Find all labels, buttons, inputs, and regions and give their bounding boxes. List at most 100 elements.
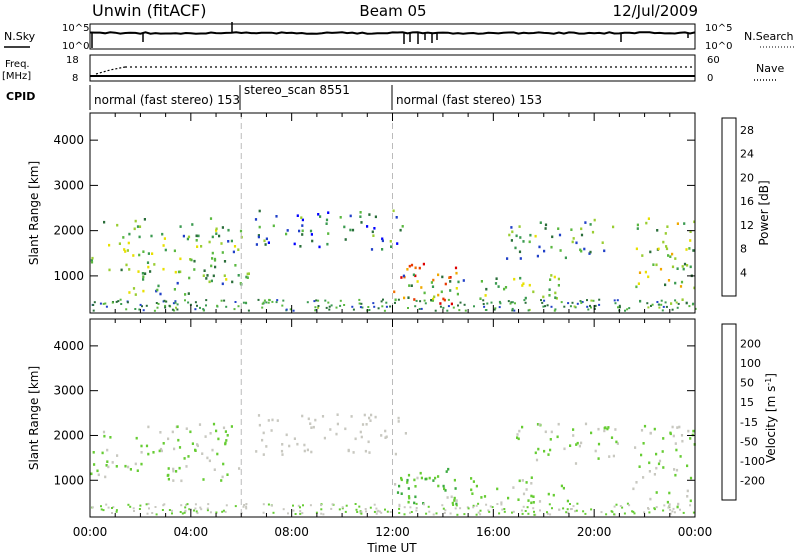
scatter-cell [582, 510, 585, 513]
scatter-cell [390, 245, 393, 248]
scatter-cell [689, 437, 692, 440]
scatter-cell [424, 477, 427, 481]
scatter-cell [311, 239, 314, 243]
scatter-cell [381, 248, 384, 251]
scatter-cell [555, 297, 558, 300]
scatter-cell [303, 443, 306, 447]
scatter-cell [317, 305, 320, 307]
scatter-cell [299, 506, 301, 509]
scatter-cell [127, 465, 130, 469]
scatter-cell [632, 487, 635, 491]
scatter-cell [100, 508, 103, 511]
scatter-cell [138, 508, 141, 510]
station-title: Unwin (fitACF) [92, 1, 207, 20]
scatter-cell [543, 249, 546, 253]
scatter-cell [242, 505, 245, 508]
scatter-cell [215, 229, 218, 232]
scatter-cell [359, 306, 362, 309]
scatter-cell [272, 511, 275, 514]
scatter-cell [176, 281, 179, 285]
scatter-cell [661, 450, 664, 453]
scatter-cell [216, 452, 219, 456]
scatter-cell [578, 444, 581, 448]
scatter-cell [640, 429, 644, 432]
scatter-cell [285, 433, 288, 437]
scatter-cell [106, 448, 109, 452]
scatter-cell [325, 222, 328, 225]
scatter-cell [220, 479, 223, 482]
scatter-cell [671, 425, 674, 429]
scatter-cell [410, 284, 413, 287]
scatter-cell [194, 308, 197, 311]
scatter-cell [325, 306, 328, 309]
scatter-cell [407, 296, 410, 299]
scatter-cell [631, 510, 634, 513]
scatter-cell [257, 414, 261, 417]
scatter-cell [147, 265, 150, 269]
scatter-cell [173, 249, 176, 253]
scatter-cell [457, 304, 459, 307]
cpid-segment-3: normal (fast stereo) 153 [396, 93, 542, 107]
scatter-cell [230, 239, 233, 243]
scatter-cell [676, 426, 679, 429]
nave-trace-start [95, 66, 126, 75]
scatter-cell [666, 500, 669, 504]
scatter-cell [380, 434, 383, 437]
scatter-cell [263, 299, 266, 302]
scatter-cell [380, 300, 383, 303]
scatter-cell [298, 229, 301, 233]
scatter-cell [262, 503, 265, 506]
scatter-cell [419, 300, 422, 303]
scatter-cell [108, 268, 111, 272]
scatter-cell [389, 240, 392, 243]
scatter-cell [212, 422, 216, 426]
scatter-cell [515, 234, 518, 238]
scatter-cell [243, 504, 246, 506]
scatter-cell [281, 443, 284, 446]
scatter-cell [685, 301, 688, 305]
scatter-cell [182, 234, 185, 238]
scatter-cell [189, 430, 192, 434]
scatter-cell [572, 505, 575, 508]
scatter-cell [681, 439, 684, 443]
scatter-cell [223, 274, 226, 277]
velocity-colorbar-label: Velocity [m s-1] [764, 373, 778, 463]
scatter-cell [140, 462, 143, 466]
scatter-cell [177, 438, 180, 442]
scatter-cell [180, 504, 183, 507]
y-tick-label: 3000 [53, 178, 84, 192]
scatter-cell [613, 505, 616, 508]
scatter-cell [394, 452, 397, 456]
scatter-cell [533, 513, 536, 516]
x-tick-label: 00:00 [73, 525, 108, 539]
scatter-cell [580, 227, 583, 231]
scatter-cell [649, 497, 652, 501]
scatter-cell [280, 449, 284, 453]
scatter-cell [148, 507, 150, 510]
scatter-cell [368, 213, 371, 216]
scatter-cell [299, 510, 302, 513]
scatter-cell [516, 433, 519, 436]
scatter-cell [554, 296, 557, 299]
colorbar-tick-label: 16 [740, 195, 754, 208]
scatter-cell [449, 276, 452, 279]
scatter-cell [226, 473, 229, 476]
scatter-cell [125, 263, 128, 267]
scatter-cell [454, 487, 457, 490]
scatter-cell [463, 513, 466, 516]
scatter-cell [406, 478, 409, 482]
scatter-cell [550, 245, 553, 249]
scatter-cell [446, 309, 449, 312]
scatter-cell [430, 299, 433, 301]
scatter-cell [301, 224, 304, 227]
scatter-cell [172, 467, 175, 471]
scatter-cell [472, 504, 475, 507]
scatter-cell [689, 499, 692, 503]
scatter-cell [653, 427, 656, 431]
scatter-cell [339, 216, 342, 219]
scatter-cell [203, 269, 206, 272]
scatter-cell [443, 511, 446, 514]
scatter-cell [123, 248, 126, 251]
scatter-cell [382, 298, 384, 301]
scatter-cell [151, 252, 154, 255]
